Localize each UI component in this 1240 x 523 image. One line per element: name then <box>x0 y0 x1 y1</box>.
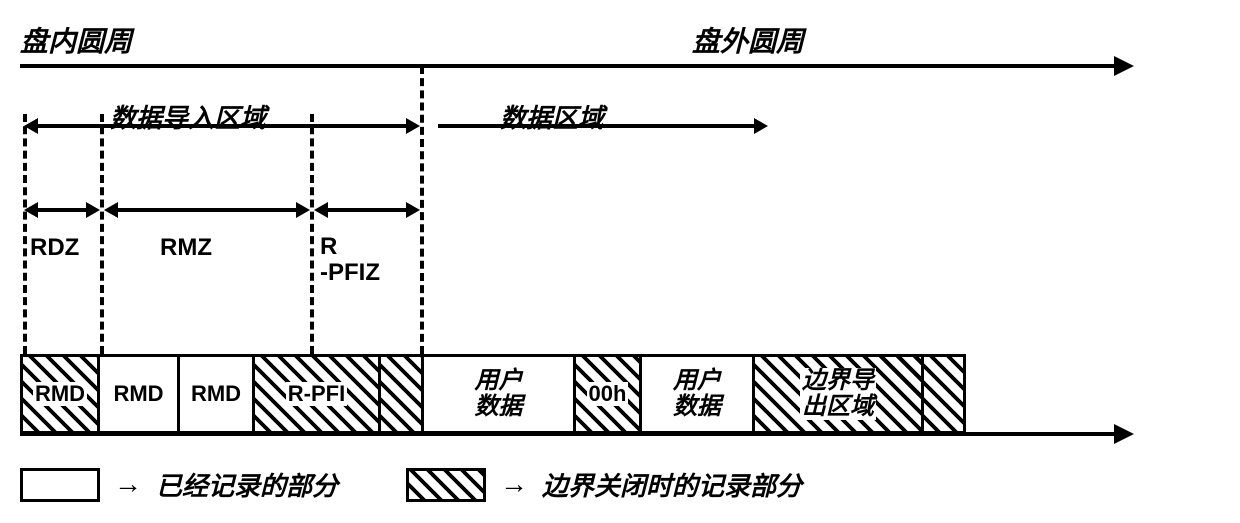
rmz-extent-arrow <box>114 208 300 212</box>
data-region-arrow <box>438 124 758 128</box>
outer-circumference-label: 盘外圆周 <box>692 20 804 60</box>
arrow-head-icon <box>406 202 420 218</box>
layout-cell <box>921 354 966 434</box>
dashed-guide-3 <box>310 114 314 354</box>
cell-label: R-PFI <box>286 382 347 406</box>
rmz-label: RMZ <box>160 234 212 262</box>
main-axis-arrow <box>20 64 1120 68</box>
legend-onclose-text: 边界关闭时的记录部分 <box>542 466 802 503</box>
rpfiz-label: R -PFIZ <box>320 234 380 287</box>
inner-circumference-label: 盘内圆周 <box>20 20 132 60</box>
region-labels-row: 数据导入区域 数据区域 <box>20 98 1220 148</box>
axis-labels-row: 盘内圆周 盘外圆周 <box>20 20 1220 60</box>
cell-label: RMD <box>191 382 241 406</box>
arrow-head-icon <box>314 202 328 218</box>
bottom-axis-arrow <box>20 432 1120 436</box>
lead-in-extent-arrow <box>34 124 410 128</box>
legend-recorded-text: 已经记录的部分 <box>156 466 338 503</box>
arrow-head-icon <box>754 118 768 134</box>
layout-cell: RMD <box>20 354 97 434</box>
layout-cell: RMD <box>97 354 177 434</box>
layout-cell: 边界导 出区域 <box>752 354 921 434</box>
layout-cell: 用户 数据 <box>639 354 752 434</box>
data-region-label: 数据区域 <box>500 98 604 135</box>
arrow-head-icon <box>104 202 118 218</box>
layout-cell: 用户 数据 <box>421 354 573 434</box>
cell-label: 用户 数据 <box>673 368 721 421</box>
cells-row: RMD RMD RMD R-PFI 用户 数据 00h 用户 数据 边界导 出区域 <box>20 354 1220 434</box>
legend-box-onclose <box>406 468 486 502</box>
cell-label: 边界导 出区域 <box>800 368 876 421</box>
arrow-head-icon <box>1114 424 1134 444</box>
rdz-extent-arrow <box>34 208 90 212</box>
legend-box-recorded <box>20 468 100 502</box>
dashed-guide-2 <box>100 114 104 354</box>
layout-cell: 00h <box>573 354 639 434</box>
rpfiz-extent-arrow <box>324 208 410 212</box>
dashed-guide-4 <box>420 66 424 354</box>
layout-cell: R-PFI <box>252 354 378 434</box>
cell-label: 用户 数据 <box>475 368 523 421</box>
mid-section: RDZ RMZ R -PFIZ <box>20 154 1220 354</box>
arrow-right-icon: → <box>114 469 142 501</box>
arrow-head-icon <box>406 118 420 134</box>
arrow-head-icon <box>24 118 38 134</box>
arrow-right-icon: → <box>500 469 528 501</box>
lead-in-region-label: 数据导入区域 <box>110 98 266 135</box>
layout-cell <box>378 354 421 434</box>
diagram-container: 盘内圆周 盘外圆周 数据导入区域 数据区域 <box>20 20 1220 503</box>
layout-cell: RMD <box>177 354 252 434</box>
arrow-head-icon <box>24 202 38 218</box>
dashed-guide-1 <box>23 114 27 354</box>
arrow-head-icon <box>86 202 100 218</box>
cell-label: 00h <box>587 382 629 406</box>
arrow-head-icon <box>296 202 310 218</box>
cell-label: RMD <box>33 382 87 406</box>
cell-label: RMD <box>113 382 163 406</box>
arrow-head-icon <box>1114 56 1134 76</box>
rdz-label: RDZ <box>30 234 79 262</box>
legend-row: → 已经记录的部分 → 边界关闭时的记录部分 <box>20 466 1220 503</box>
